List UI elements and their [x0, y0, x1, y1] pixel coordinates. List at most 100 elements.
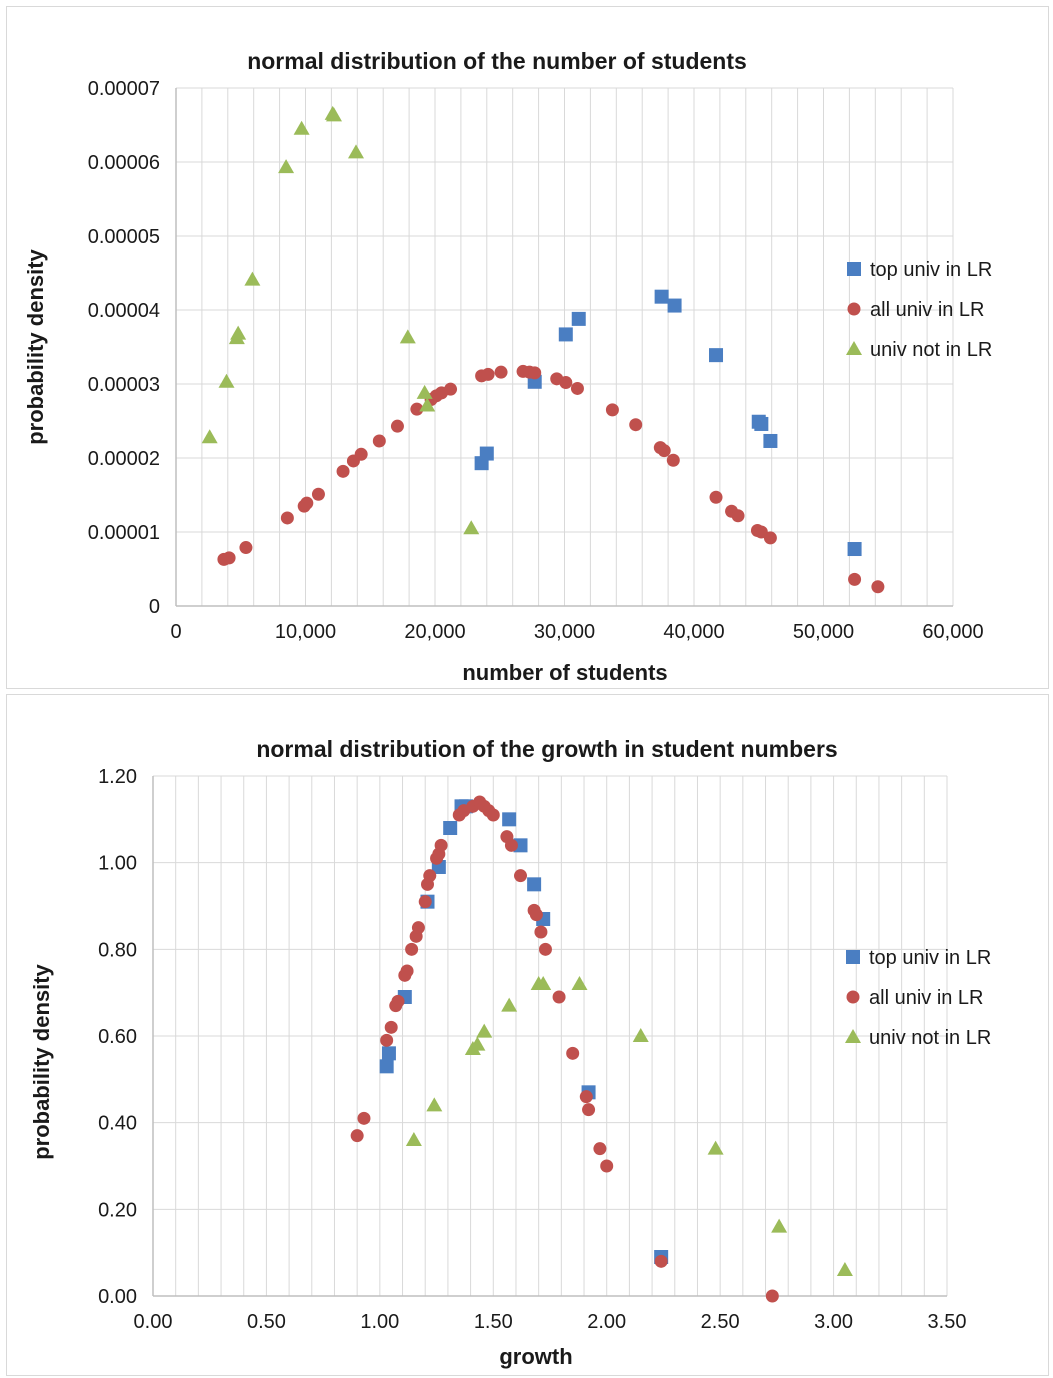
chart-panel-growth: 0.00 0.50 1.00 1.50 2.00 2.50 3.00 3.50 0.00 0.20… [6, 694, 1049, 1376]
data-point-not [426, 1097, 443, 1112]
data-point-all [372, 434, 386, 448]
y-tick-label: 0.00007 [88, 78, 160, 100]
data-point-all [494, 365, 508, 379]
y-tick-label: 0.00003 [88, 374, 160, 396]
chart-title: normal distribution of the number of stu… [247, 48, 747, 74]
x-tick-label: 50,000 [793, 621, 854, 643]
data-point-all [629, 418, 643, 432]
legend-label-all: all univ in LR [870, 299, 985, 321]
data-point-top [379, 1059, 394, 1074]
data-point-all [605, 403, 619, 417]
series-all [217, 364, 885, 594]
data-point-all [300, 496, 314, 510]
data-point-all [504, 838, 518, 852]
data-point-not [535, 976, 552, 990]
data-point-all [654, 1254, 668, 1268]
y-tick-label: 0 [149, 596, 160, 618]
data-point-all [486, 808, 500, 822]
data-point-all [434, 838, 448, 852]
data-point-not [771, 1218, 788, 1233]
data-point-all [280, 511, 294, 525]
x-axis-title: number of students [462, 660, 667, 685]
legend-label-all: all univ in LR [869, 987, 984, 1009]
data-point-all [311, 487, 325, 501]
data-point-all [418, 895, 432, 909]
chart-title: normal distribution of the growth in stu… [256, 736, 837, 762]
data-point-all [514, 869, 528, 883]
y-tick-label: 0.00001 [88, 522, 160, 544]
data-point-all [423, 869, 437, 883]
data-point-all [481, 367, 495, 381]
data-point-top [513, 838, 528, 853]
legend-label-top: top univ in LR [869, 947, 991, 969]
data-point-not [348, 144, 365, 159]
y-tick-label: 1.20 [98, 766, 137, 788]
data-point-top [763, 433, 778, 448]
legend-marker-not [845, 1029, 861, 1043]
data-point-all [222, 551, 236, 565]
x-axis-title: growth [499, 1344, 572, 1369]
x-tick-label: 0 [170, 621, 181, 643]
data-point-not [218, 373, 235, 388]
data-point-all [354, 447, 368, 461]
data-point-not [707, 1140, 724, 1155]
data-point-not [463, 520, 480, 535]
data-point-all [559, 376, 573, 390]
data-point-not [501, 997, 518, 1012]
data-point-all [239, 541, 253, 555]
data-point-top [502, 812, 517, 827]
chart-growth-svg: 0.00 0.50 1.00 1.50 2.00 2.50 3.00 3.50 0.00 0.20… [29, 736, 991, 1369]
legend-marker-not [846, 341, 862, 355]
y-tick-label: 0.00 [98, 1286, 137, 1308]
legend-label-not: univ not in LR [870, 339, 992, 361]
y-axis-title: probability density [23, 248, 48, 444]
series-not [405, 976, 853, 1276]
data-point-all [566, 1046, 580, 1060]
data-point-all [582, 1103, 596, 1117]
data-point-all [405, 942, 419, 956]
data-point-all [528, 366, 542, 380]
x-tick-label: 60,000 [922, 621, 983, 643]
y-tick-label: 0.20 [98, 1199, 137, 1221]
legend-marker-all [847, 302, 861, 316]
data-point-top [571, 311, 586, 326]
data-point-top [709, 348, 724, 363]
legend-label-top: top univ in LR [870, 259, 992, 281]
data-point-top [847, 542, 862, 557]
data-point-top [754, 416, 769, 431]
data-point-all [570, 381, 584, 395]
data-point-not [476, 1023, 493, 1038]
data-point-all [529, 908, 543, 922]
data-point-not [325, 107, 342, 122]
data-point-all [444, 382, 458, 396]
data-point-all [763, 531, 777, 545]
chart-panel-students: 0 10,000 20,000 30,000 40,000 50,000 60,000 0 0.… [6, 6, 1049, 689]
x-tick-label: 40,000 [663, 621, 724, 643]
y-axis-title: probability density [29, 963, 54, 1159]
data-point-top [443, 821, 458, 835]
data-point-all [538, 942, 552, 956]
data-point-all [848, 572, 862, 586]
data-point-all [390, 419, 404, 433]
data-point-not [632, 1028, 649, 1042]
data-point-all [410, 402, 424, 416]
data-point-all [871, 580, 885, 594]
x-tick-label: 20,000 [404, 621, 465, 643]
y-tick-label: 0.80 [98, 939, 137, 961]
y-tick-label: 0.00002 [88, 448, 160, 470]
data-point-all [380, 1033, 394, 1047]
y-tick-label: 1.00 [98, 853, 137, 875]
data-point-all [579, 1090, 593, 1104]
x-tick-label: 0.00 [134, 1311, 173, 1333]
x-tick-label: 1.00 [360, 1311, 399, 1333]
data-point-all [534, 925, 548, 939]
data-point-not [230, 325, 247, 340]
data-point-top [527, 877, 542, 892]
data-point-not [469, 1036, 486, 1051]
data-point-all [357, 1111, 371, 1125]
series-not [201, 105, 480, 535]
data-point-all [350, 1129, 364, 1143]
legend-marker-top [847, 262, 861, 276]
series-top [379, 799, 669, 1264]
data-point-all [765, 1289, 779, 1303]
